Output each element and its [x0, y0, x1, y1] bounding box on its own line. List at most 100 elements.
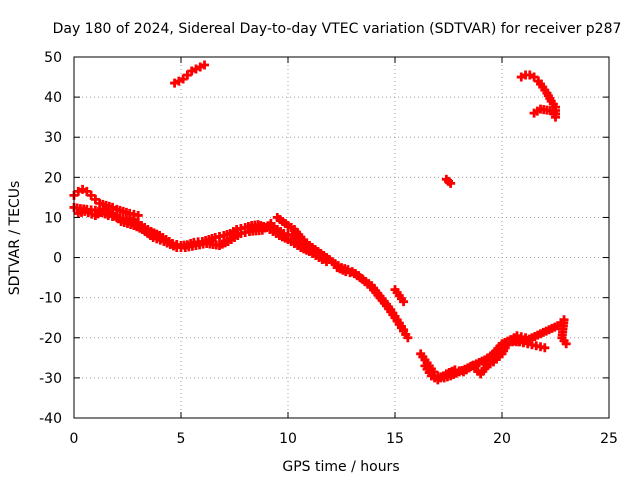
data-point — [294, 237, 304, 247]
y-tick-label: -40 — [39, 411, 62, 427]
data-point — [286, 222, 296, 232]
data-point — [230, 233, 239, 242]
data-point — [304, 241, 314, 251]
y-tick-label: -20 — [39, 331, 62, 347]
data-point — [278, 216, 288, 226]
data-point — [289, 224, 299, 234]
data-point — [349, 269, 359, 279]
data-point — [319, 251, 329, 261]
data-point — [488, 357, 498, 367]
data-point — [536, 79, 546, 89]
data-point — [302, 238, 312, 248]
x-tick-label: 25 — [600, 431, 618, 447]
data-point — [272, 224, 282, 234]
data-point — [483, 353, 493, 363]
data-point — [316, 249, 326, 259]
data-point — [532, 106, 542, 116]
data-point — [269, 221, 279, 231]
data-point — [257, 225, 267, 235]
y-tick-label: -30 — [39, 371, 62, 387]
data-point — [104, 206, 114, 216]
data-point — [403, 333, 413, 343]
data-point — [355, 273, 365, 283]
series-late-rise — [508, 315, 571, 349]
data-point — [546, 96, 556, 106]
data-point — [276, 226, 286, 236]
data-point — [561, 339, 571, 349]
data-point — [100, 209, 110, 219]
data-point — [500, 343, 510, 353]
data-point — [540, 85, 550, 95]
data-point — [422, 358, 432, 368]
data-point — [502, 340, 512, 350]
data-point — [137, 224, 147, 234]
data-point — [525, 70, 535, 80]
data-point — [268, 226, 278, 236]
data-point — [529, 72, 539, 82]
data-point — [275, 214, 285, 224]
data-point — [433, 375, 443, 385]
data-point — [381, 299, 391, 309]
data-point — [394, 318, 404, 328]
data-point — [446, 178, 456, 188]
data-point — [292, 227, 302, 237]
data-point — [343, 265, 353, 275]
data-point — [444, 176, 453, 186]
data-point — [494, 351, 504, 361]
data-point — [358, 275, 368, 285]
data-point — [223, 237, 233, 247]
series-isolated-point — [441, 174, 456, 188]
axis-ticks — [73, 56, 610, 419]
data-point — [272, 212, 282, 222]
data-point — [416, 349, 426, 359]
data-point — [533, 76, 543, 86]
series-main-trend-lower — [73, 204, 332, 267]
data-point — [324, 255, 334, 265]
data-point — [369, 283, 379, 293]
data-point — [310, 245, 320, 255]
data-point — [482, 361, 492, 371]
y-tick-label: 0 — [53, 251, 62, 267]
data-point — [287, 230, 297, 240]
data-point — [233, 230, 243, 240]
data-point — [509, 333, 519, 343]
series-afternoon-dip-2 — [332, 263, 409, 335]
data-point — [366, 281, 376, 291]
data-point — [307, 243, 317, 253]
data-point — [330, 259, 340, 269]
data-point — [90, 194, 100, 204]
data-point — [263, 221, 273, 231]
y-tick-label: 40 — [44, 90, 62, 106]
y-tick-labels: -40 -30 -20 -10 0 10 20 30 40 50 — [39, 50, 62, 427]
series-morning-island — [170, 60, 210, 88]
x-tick-label: 5 — [177, 431, 186, 447]
data-point — [178, 74, 188, 84]
data-point — [283, 235, 293, 245]
data-point — [322, 253, 332, 263]
data-point — [159, 237, 169, 247]
data-point — [361, 277, 371, 287]
data-point — [476, 369, 486, 379]
x-axis-label: GPS time / hours — [282, 459, 399, 475]
data-point — [155, 230, 165, 240]
y-tick-label: 10 — [44, 210, 62, 226]
data-point — [529, 108, 539, 118]
x-tick-label: 10 — [279, 431, 297, 447]
data-point — [461, 365, 471, 375]
data-point — [386, 305, 396, 315]
data-point — [559, 336, 569, 346]
x-tick-label: 20 — [493, 431, 511, 447]
data-point — [377, 294, 387, 304]
data-point — [352, 271, 362, 281]
data-point — [170, 78, 180, 88]
data-point — [290, 234, 300, 244]
data-point — [557, 333, 567, 343]
data-point — [548, 99, 558, 109]
data-point — [133, 210, 143, 220]
data-point — [392, 315, 402, 325]
data-point — [420, 361, 430, 371]
y-tick-label: 50 — [44, 50, 62, 66]
data-point — [542, 88, 552, 98]
data-point — [280, 218, 290, 228]
data-point — [424, 368, 434, 378]
